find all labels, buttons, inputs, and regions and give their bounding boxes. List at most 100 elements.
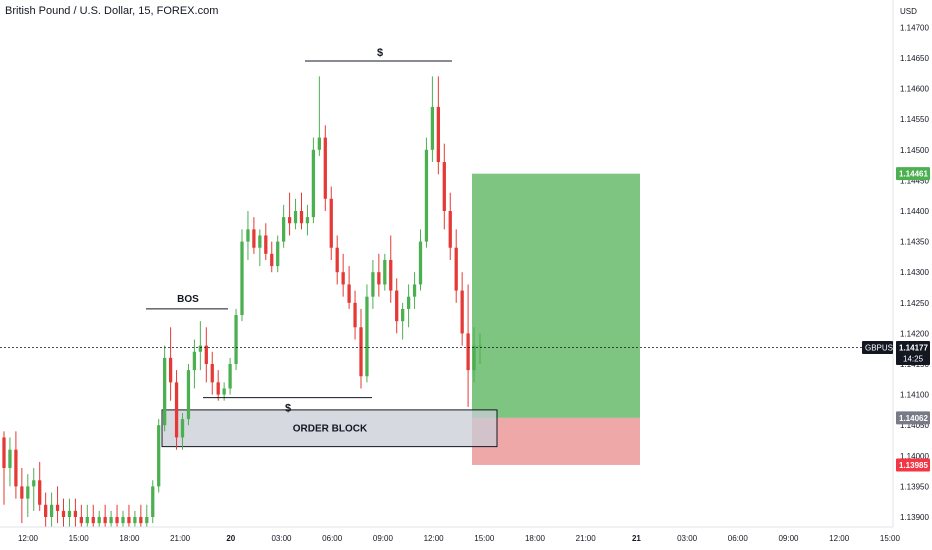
candle-up[interactable] (365, 296, 369, 377)
price-tick-label: 1.14250 (900, 299, 929, 308)
candle-down[interactable] (20, 486, 24, 499)
candle-down[interactable] (287, 217, 292, 224)
candle-up[interactable] (8, 449, 12, 469)
candle-down[interactable] (79, 517, 83, 524)
candle-up[interactable] (424, 149, 429, 242)
candle-up[interactable] (478, 345, 482, 347)
candle-down[interactable] (139, 517, 143, 524)
candle-down[interactable] (174, 382, 179, 438)
candle-up[interactable] (406, 296, 411, 309)
candle-down[interactable] (395, 290, 399, 322)
candle-up[interactable] (293, 211, 298, 224)
candle-up[interactable] (228, 364, 232, 389)
candle-down[interactable] (299, 211, 304, 224)
candle-up[interactable] (180, 419, 185, 438)
candle-up[interactable] (186, 370, 191, 420)
candle-up[interactable] (371, 272, 375, 297)
price-tick-label: 1.14050 (900, 421, 929, 430)
time-tick-label: 21:00 (576, 534, 597, 543)
candle-down[interactable] (252, 229, 256, 248)
candle-up[interactable] (472, 345, 476, 371)
candle-up[interactable] (32, 480, 36, 487)
candle-up[interactable] (383, 259, 387, 285)
candle-up[interactable] (430, 106, 435, 150)
candle-up[interactable] (412, 284, 417, 297)
candle-up[interactable] (317, 137, 321, 150)
candle-up[interactable] (109, 517, 113, 524)
candle-down[interactable] (14, 449, 18, 487)
candle-up[interactable] (246, 229, 250, 242)
candle-down[interactable] (270, 253, 274, 267)
candle-up[interactable] (311, 149, 316, 218)
candle-down[interactable] (210, 364, 214, 383)
candle-down[interactable] (204, 345, 208, 364)
candle-down[interactable] (341, 272, 345, 285)
candle-down[interactable] (61, 510, 66, 517)
candle-up[interactable] (26, 486, 30, 499)
candle-down[interactable] (91, 517, 95, 524)
time-tick-label: 09:00 (373, 534, 394, 543)
candle-down[interactable] (323, 137, 327, 199)
candle-up[interactable] (305, 217, 310, 224)
candle-down[interactable] (127, 517, 131, 524)
candle-up[interactable] (97, 517, 101, 524)
candle-up[interactable] (418, 241, 423, 285)
candle-up[interactable] (151, 486, 155, 517)
candle-up[interactable] (401, 308, 405, 322)
time-axis-labels: 12:00 15:00 18:00 21:00 20 03:00 06:00 09:00 12:… (18, 534, 900, 543)
stop-loss-zone[interactable] (472, 417, 640, 465)
candle-down[interactable] (448, 211, 452, 248)
candle-up[interactable] (163, 357, 167, 426)
candle-down[interactable] (329, 198, 333, 248)
candle-up[interactable] (198, 345, 202, 352)
time-tick-label: 12:00 (424, 534, 445, 543)
candle-up[interactable] (85, 517, 89, 524)
candle-up[interactable] (192, 351, 197, 371)
time-axis-bg[interactable] (0, 527, 893, 550)
candle-down[interactable] (359, 327, 363, 377)
price-axis-bg[interactable] (893, 0, 932, 527)
candle-down[interactable] (353, 302, 357, 328)
time-tick-label: 20 (226, 534, 235, 543)
candle-down[interactable] (264, 235, 268, 254)
candle-down[interactable] (44, 504, 48, 517)
candle-down[interactable] (436, 106, 440, 163)
candle-down[interactable] (55, 504, 60, 511)
price-tick-label: 1.14100 (900, 391, 929, 400)
candle-up[interactable] (49, 504, 54, 517)
candle-up[interactable] (276, 241, 280, 267)
candle-down[interactable] (389, 259, 393, 291)
candle-down[interactable] (2, 437, 6, 469)
time-tick-label: 03:00 (271, 534, 292, 543)
candle-down[interactable] (38, 480, 42, 505)
candle-up[interactable] (258, 235, 262, 248)
candle-up[interactable] (234, 315, 238, 364)
countdown-value: 14:25 (903, 354, 924, 363)
candle-up[interactable] (133, 517, 137, 524)
candle-down[interactable] (442, 162, 446, 211)
order-block-zone[interactable] (161, 409, 498, 448)
candle-down[interactable] (216, 382, 220, 395)
price-badge: 1.14177 14:25 (896, 340, 930, 365)
candle-down[interactable] (115, 517, 119, 524)
time-tick-label: 09:00 (778, 534, 799, 543)
candle-up[interactable] (67, 510, 72, 517)
candle-up[interactable] (240, 241, 244, 316)
take-profit-zone[interactable] (472, 173, 640, 418)
candle-down[interactable] (454, 247, 458, 291)
candle-up[interactable] (282, 217, 286, 242)
candle-up[interactable] (222, 388, 226, 395)
candle-down[interactable] (377, 272, 381, 285)
candle-up[interactable] (121, 517, 125, 524)
candle-down[interactable] (347, 284, 351, 303)
candle-up[interactable] (145, 517, 149, 524)
candle-up[interactable] (157, 425, 161, 487)
candle-down[interactable] (466, 333, 470, 371)
candle-down[interactable] (460, 290, 464, 334)
price-tick-label: 1.14400 (900, 207, 929, 216)
candle-down[interactable] (335, 247, 339, 273)
candle-down[interactable] (73, 510, 78, 517)
candle-down[interactable] (168, 357, 173, 383)
candle-down[interactable] (103, 517, 107, 524)
